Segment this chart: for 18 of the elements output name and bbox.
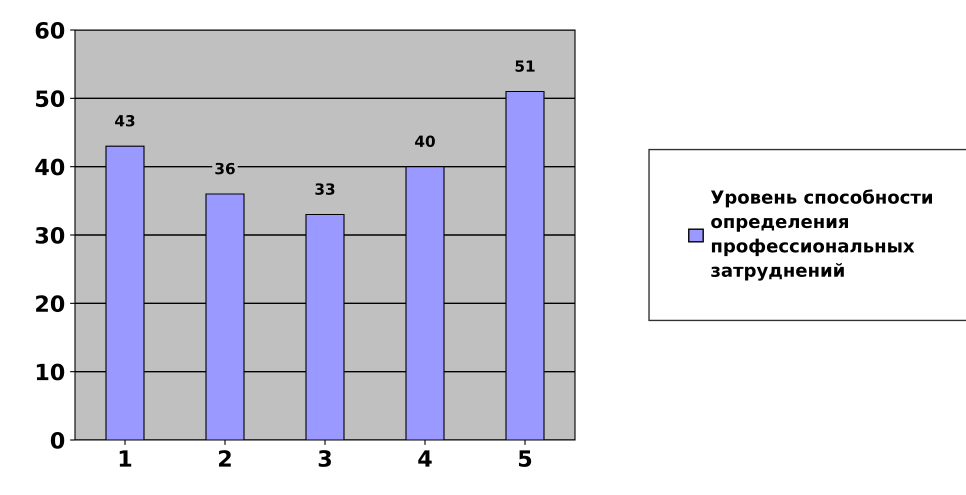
- x-tick-label: 5: [518, 450, 532, 467]
- x-tick-label: 1: [120, 450, 132, 467]
- y-tick-label: 10: [36, 364, 64, 380]
- data-label: 43: [115, 114, 134, 127]
- y-tick-label: 50: [36, 90, 64, 108]
- data-label: 51: [516, 60, 535, 72]
- y-tick-label: 30: [36, 226, 64, 244]
- data-label: 33: [315, 183, 334, 195]
- y-tick-label: 60: [36, 22, 64, 39]
- x-tick-label: 3: [318, 450, 331, 467]
- x-tick-label: 4: [418, 450, 432, 467]
- x-tick-label: 2: [219, 450, 231, 467]
- legend-label: Уровень способности определения профессиональных затруднений: [710, 189, 932, 281]
- y-tick-label: 0: [50, 432, 64, 449]
- y-tick-label: 20: [36, 295, 64, 312]
- y-tick-label: 40: [35, 158, 64, 176]
- data-label: 36: [215, 162, 235, 174]
- data-label: 40: [415, 135, 435, 148]
